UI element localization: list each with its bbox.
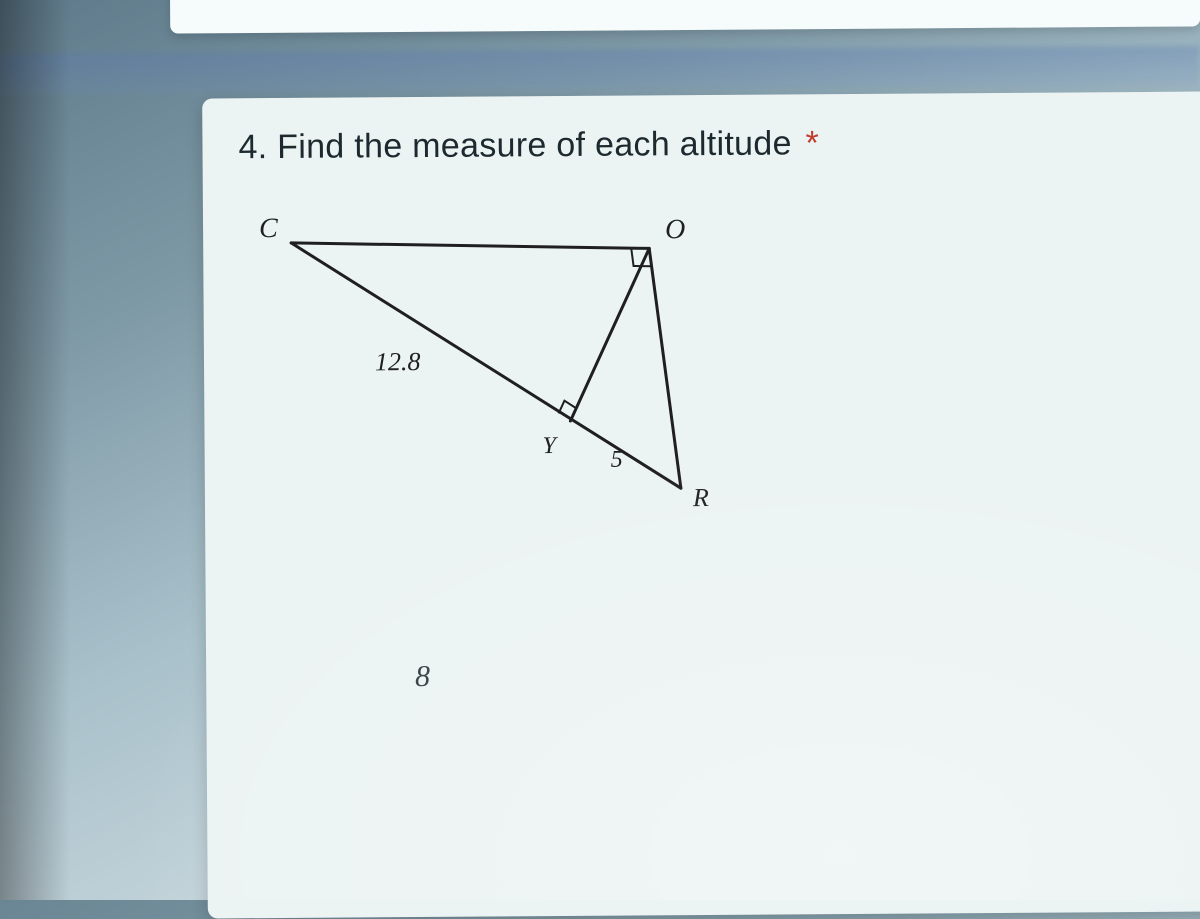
required-marker: * [805, 124, 819, 162]
question-number: 4. [238, 128, 267, 166]
diagram-edge [569, 248, 650, 421]
vertex-label-Y: Y [542, 433, 558, 459]
vertex-label-C: C [259, 213, 278, 244]
triangle-diagram: C O R Y 12.8 5 [239, 188, 781, 532]
question-card: 4. Find the measure of each altitude * C… [202, 91, 1200, 918]
segment-label: 12.8 [375, 347, 421, 376]
vertex-label-O: O [665, 214, 685, 245]
question-text: Find the measure of each altitude [277, 124, 792, 166]
segment-label: 5 [611, 447, 623, 473]
diagram-edge [291, 240, 649, 250]
vertex-label-R: R [692, 483, 709, 512]
diagram-edge [649, 248, 681, 488]
question-title: 4. Find the measure of each altitude * [238, 122, 1176, 168]
diagram-svg: C O R Y 12.8 5 [239, 188, 781, 532]
extra-number-label: 8 [415, 660, 430, 694]
header-strip [0, 46, 1200, 94]
